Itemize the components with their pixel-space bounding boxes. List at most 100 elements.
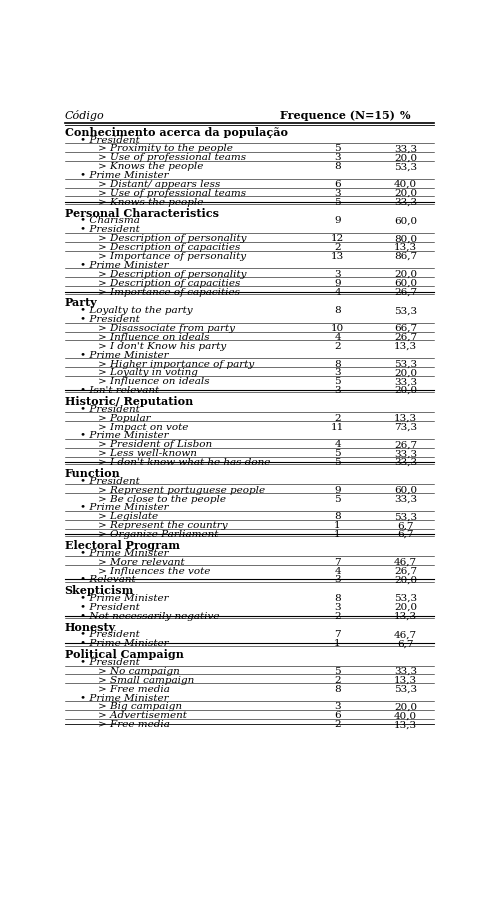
Text: 13: 13 — [331, 252, 344, 261]
Text: • Prime Minister: • Prime Minister — [80, 639, 168, 648]
Text: 60,0: 60,0 — [394, 216, 417, 225]
Text: 8: 8 — [334, 685, 341, 694]
Text: 53,3: 53,3 — [394, 306, 417, 315]
Text: 8: 8 — [334, 162, 341, 171]
Text: 60,0: 60,0 — [394, 279, 417, 288]
Text: • Isn't relevant: • Isn't relevant — [80, 386, 159, 395]
Text: > Big campaign: > Big campaign — [98, 702, 182, 711]
Text: > Influences the vote: > Influences the vote — [98, 567, 211, 576]
Text: 5: 5 — [334, 377, 341, 386]
Text: > Description of capacities: > Description of capacities — [98, 243, 241, 252]
Text: 26,7: 26,7 — [394, 333, 417, 342]
Text: 60,0: 60,0 — [394, 486, 417, 495]
Text: 4: 4 — [334, 288, 341, 297]
Text: 33,3: 33,3 — [394, 458, 417, 467]
Text: 3: 3 — [334, 153, 341, 162]
Text: > Impact on vote: > Impact on vote — [98, 423, 189, 432]
Text: 7: 7 — [334, 631, 341, 640]
Text: 20,0: 20,0 — [394, 270, 417, 279]
Text: 6: 6 — [334, 180, 341, 189]
Text: Skepticism: Skepticism — [65, 586, 134, 596]
Text: 13,3: 13,3 — [394, 414, 417, 423]
Text: 40,0: 40,0 — [394, 711, 417, 720]
Text: • Prime Minister: • Prime Minister — [80, 693, 168, 702]
Text: 20,0: 20,0 — [394, 576, 417, 585]
Text: > Description of capacities: > Description of capacities — [98, 279, 241, 288]
Text: Honesty: Honesty — [65, 622, 116, 633]
Text: 2: 2 — [334, 612, 341, 621]
Text: 5: 5 — [334, 449, 341, 458]
Text: 9: 9 — [334, 216, 341, 225]
Text: 20,0: 20,0 — [394, 153, 417, 162]
Text: 8: 8 — [334, 359, 341, 368]
Text: 8: 8 — [334, 512, 341, 521]
Text: Historic/ Reputation: Historic/ Reputation — [65, 395, 193, 407]
Text: • Not necessarily negative: • Not necessarily negative — [80, 612, 219, 621]
Text: 20,0: 20,0 — [394, 603, 417, 612]
Text: • President: • President — [80, 315, 139, 324]
Text: 3: 3 — [334, 702, 341, 711]
Text: 33,3: 33,3 — [394, 667, 417, 676]
Text: • Prime Minister: • Prime Minister — [80, 548, 168, 557]
Text: Electoral Program: Electoral Program — [65, 540, 179, 551]
Text: > Represent the country: > Represent the country — [98, 521, 228, 530]
Text: > Organize Parliament: > Organize Parliament — [98, 530, 219, 539]
Text: • Prime Minister: • Prime Minister — [80, 432, 168, 441]
Text: 86,7: 86,7 — [394, 252, 417, 261]
Text: > More relevant: > More relevant — [98, 557, 185, 567]
Text: 53,3: 53,3 — [394, 594, 417, 603]
Text: 3: 3 — [334, 270, 341, 279]
Text: 53,3: 53,3 — [394, 512, 417, 521]
Text: > Description of personality: > Description of personality — [98, 270, 247, 279]
Text: Function: Function — [65, 468, 120, 479]
Text: 33,3: 33,3 — [394, 377, 417, 386]
Text: > Distant/ appears less: > Distant/ appears less — [98, 180, 221, 189]
Text: > Importance of capacities: > Importance of capacities — [98, 288, 241, 297]
Text: 1: 1 — [334, 521, 341, 530]
Text: 26,7: 26,7 — [394, 441, 417, 450]
Text: %: % — [400, 110, 411, 121]
Text: 12: 12 — [331, 234, 344, 243]
Text: 66,7: 66,7 — [394, 324, 417, 333]
Text: 20,0: 20,0 — [394, 386, 417, 395]
Text: • President: • President — [80, 477, 139, 486]
Text: • President: • President — [80, 136, 139, 145]
Text: > Description of personality: > Description of personality — [98, 234, 247, 243]
Text: • Prime Minister: • Prime Minister — [80, 261, 168, 270]
Text: • President: • President — [80, 658, 139, 667]
Text: > Use of professional teams: > Use of professional teams — [98, 153, 246, 162]
Text: 26,7: 26,7 — [394, 567, 417, 576]
Text: 5: 5 — [334, 145, 341, 154]
Text: 3: 3 — [334, 576, 341, 585]
Text: > Loyalty in voting: > Loyalty in voting — [98, 368, 198, 377]
Text: > Knows the people: > Knows the people — [98, 198, 204, 207]
Text: > Higher importance of party: > Higher importance of party — [98, 359, 255, 368]
Text: 26,7: 26,7 — [394, 288, 417, 297]
Text: 5: 5 — [334, 458, 341, 467]
Text: > Proximity to the people: > Proximity to the people — [98, 145, 233, 154]
Text: > Advertisement: > Advertisement — [98, 711, 187, 720]
Text: 53,3: 53,3 — [394, 359, 417, 368]
Text: 2: 2 — [334, 243, 341, 252]
Text: 3: 3 — [334, 603, 341, 612]
Text: 6,7: 6,7 — [397, 530, 414, 539]
Text: > Be close to the people: > Be close to the people — [98, 494, 226, 503]
Text: Código: Código — [65, 110, 104, 121]
Text: 5: 5 — [334, 198, 341, 207]
Text: Frequence (N=15): Frequence (N=15) — [280, 110, 395, 121]
Text: 6: 6 — [334, 711, 341, 720]
Text: > Free media: > Free media — [98, 685, 170, 694]
Text: > Popular: > Popular — [98, 414, 151, 423]
Text: • Loyalty to the party: • Loyalty to the party — [80, 306, 192, 315]
Text: 20,0: 20,0 — [394, 189, 417, 198]
Text: > President of Lisbon: > President of Lisbon — [98, 441, 212, 450]
Text: > Knows the people: > Knows the people — [98, 162, 204, 171]
Text: • Prime Minister: • Prime Minister — [80, 594, 168, 603]
Text: 1: 1 — [334, 530, 341, 539]
Text: > Use of professional teams: > Use of professional teams — [98, 189, 246, 198]
Text: 1: 1 — [334, 639, 341, 648]
Text: • Prime Minister: • Prime Minister — [80, 350, 168, 359]
Text: 3: 3 — [334, 368, 341, 377]
Text: 9: 9 — [334, 279, 341, 288]
Text: 6,7: 6,7 — [397, 521, 414, 530]
